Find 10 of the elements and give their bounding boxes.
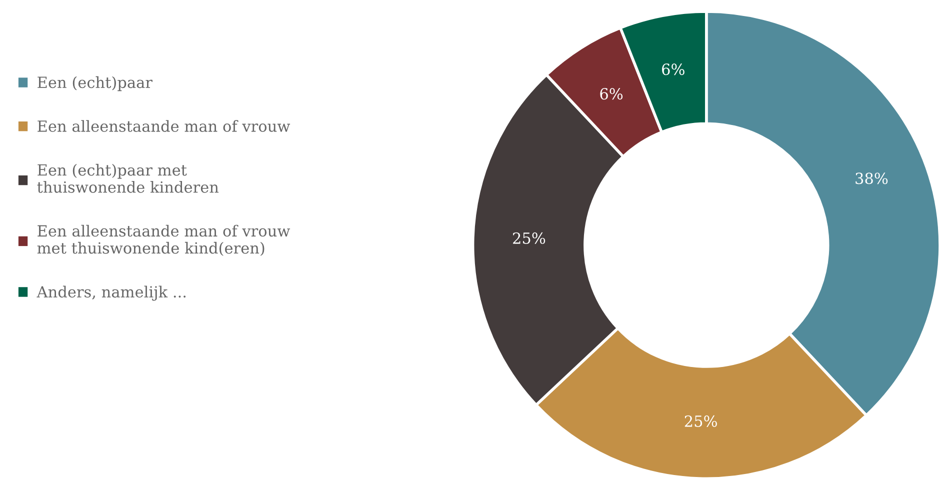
data-label: 38% — [856, 172, 888, 184]
legend-label: Een (echt)paar met thuiswonende kinderen — [37, 164, 219, 193]
legend-label: Een alleenstaande man of vrouw — [38, 120, 290, 132]
data-label: 6% — [662, 64, 684, 76]
legend-label: Een (echt)paar — [38, 76, 152, 92]
legend-label: Een alleenstaande man of vrouw met thuiswonende kind(eren) — [37, 224, 290, 256]
data-label: 25% — [684, 415, 717, 427]
data-label: 6% — [600, 88, 623, 100]
legend-label: Anders, namelijk ... — [36, 286, 186, 301]
data-label: 25% — [513, 232, 546, 244]
